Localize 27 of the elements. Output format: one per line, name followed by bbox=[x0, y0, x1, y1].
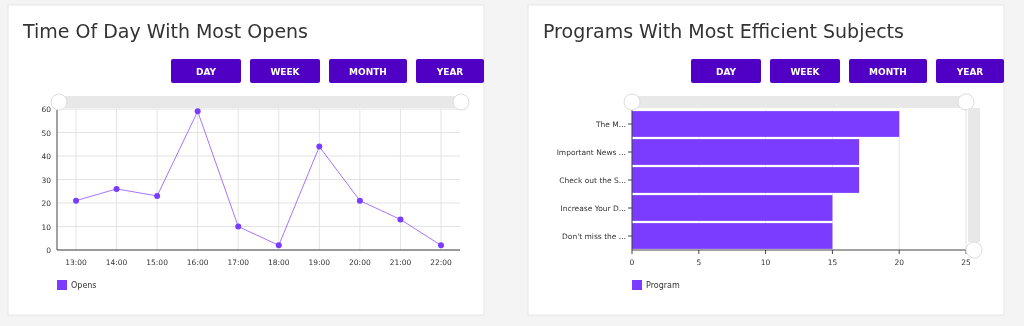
point bbox=[438, 242, 444, 249]
bar bbox=[632, 139, 860, 165]
point bbox=[154, 192, 161, 199]
point bbox=[194, 108, 201, 115]
point bbox=[235, 223, 242, 230]
bar bbox=[632, 223, 833, 249]
button: MONTH bbox=[849, 59, 927, 83]
bar bbox=[632, 111, 900, 137]
button: DAY bbox=[691, 59, 761, 83]
chart-title: Time Of Day With Most Opens bbox=[22, 20, 309, 42]
button: DAY bbox=[171, 59, 241, 83]
bar bbox=[632, 167, 860, 193]
button: YEAR bbox=[936, 59, 1004, 83]
point bbox=[397, 216, 404, 223]
button: WEEK bbox=[250, 59, 320, 83]
point bbox=[275, 242, 282, 249]
button: YEAR bbox=[416, 59, 484, 83]
point bbox=[316, 143, 323, 150]
button: MONTH bbox=[329, 59, 407, 83]
point bbox=[113, 185, 120, 192]
legend-label: Program bbox=[646, 281, 680, 290]
point bbox=[73, 197, 79, 204]
legend-label: Opens bbox=[71, 281, 97, 290]
point bbox=[356, 197, 363, 204]
chart-title: Programs With Most Efficient Subjects bbox=[543, 20, 904, 42]
bar bbox=[632, 195, 833, 221]
button: WEEK bbox=[770, 59, 840, 83]
